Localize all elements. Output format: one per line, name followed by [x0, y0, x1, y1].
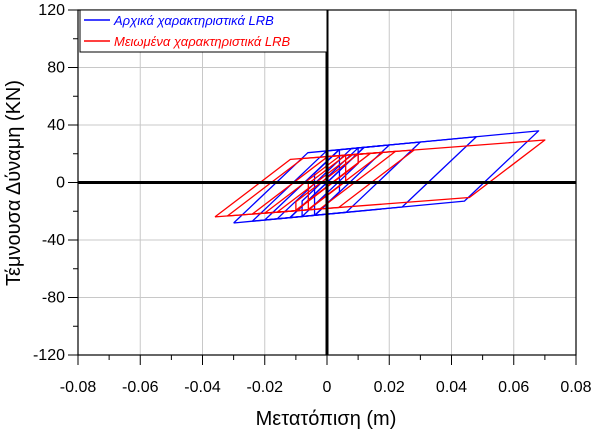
y-tick-label: -80 [42, 290, 65, 307]
x-tick-label: 0.02 [374, 379, 405, 396]
x-tick-label: -0.08 [60, 379, 97, 396]
x-tick-label: -0.06 [122, 379, 159, 396]
x-tick-label: -0.02 [247, 379, 284, 396]
legend-label-initial: Αρχικά χαρακτηριστικά LRB [113, 13, 274, 28]
y-tick-label: 80 [47, 60, 65, 77]
y-tick-label: -120 [33, 347, 65, 364]
y-tick-label: -40 [42, 232, 65, 249]
x-axis-title: Μετατόπιση (m) [256, 408, 397, 430]
y-tick-label: 0 [56, 175, 65, 192]
legend-label-reduced: Μειωμένα χαρακτηριστικά LRB [114, 34, 291, 49]
x-tick-label: 0.08 [560, 379, 591, 396]
ticks-layer: -0.08 -0.06 -0.04 -0.02 0 0.02 0.04 0.06 0.08 -12… [33, 2, 592, 396]
y-tick-label: 120 [38, 2, 65, 19]
series-layer [214, 130, 546, 224]
x-tick-label: -0.04 [184, 379, 221, 396]
x-tick-label: 0.04 [436, 379, 467, 396]
x-tick-label: 0.06 [498, 379, 529, 396]
y-axis-title: Τέμνουσα Δύναμη (KN) [3, 80, 25, 286]
y-tick-label: 40 [47, 117, 65, 134]
x-tick-label: 0 [323, 379, 332, 396]
legend-box [79, 9, 328, 53]
series-0-loop [233, 130, 540, 224]
legend: Αρχικά χαρακτηριστικά LRB Μειωμένα χαρακ… [79, 9, 328, 53]
series-1-loop [214, 139, 546, 218]
series-1 [214, 139, 546, 218]
